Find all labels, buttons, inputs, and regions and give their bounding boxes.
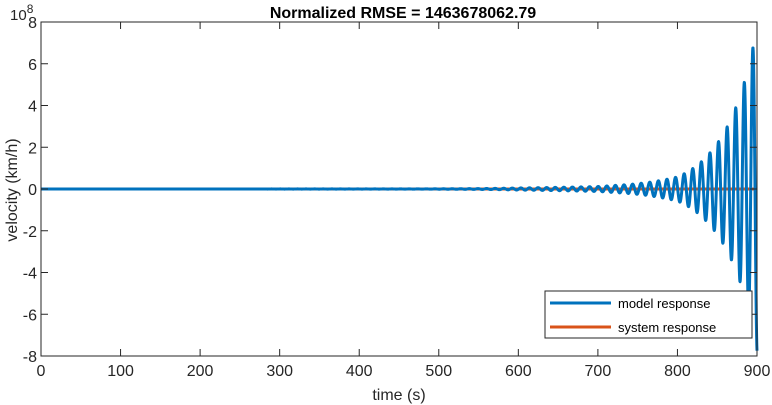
y-exponent-power: 8 [27,2,34,16]
x-tick-label: 0 [37,363,46,380]
y-tick-label: 0 [28,182,37,199]
y-tick-label: -4 [23,266,37,283]
legend-label-system: system response [618,320,716,335]
y-tick-label: -8 [23,349,37,366]
y-exponent-label: 108 [10,2,34,24]
legend: model response system response [544,290,753,339]
x-tick-label: 600 [505,363,532,380]
x-tick-label: 400 [346,363,373,380]
x-tick-labels: 0 100 200 300 400 500 600 700 800 900 [37,363,771,380]
tick-marks [40,21,758,357]
y-tick-label: 8 [28,15,37,32]
x-tick-label: 900 [744,363,771,380]
x-tick-label: 800 [664,363,691,380]
x-tick-label: 700 [585,363,612,380]
chart-title: Normalized RMSE = 1463678062.79 [270,5,536,22]
y-tick-label: -6 [23,307,37,324]
y-tick-label: 2 [28,140,37,157]
y-axis-label: velocity (km/h) [4,138,21,241]
x-tick-label: 300 [266,363,293,380]
legend-label-model: model response [618,296,711,311]
y-tick-label: 4 [28,99,37,116]
x-tick-label: 100 [107,363,134,380]
x-tick-label: 500 [425,363,452,380]
series-line-model-response [39,46,759,351]
series-layer [39,46,759,351]
y-tick-labels: -8 -6 -4 -2 0 2 4 6 8 [23,15,37,366]
y-tick-label: -2 [23,224,37,241]
svg-text:108: 108 [10,2,34,24]
x-tick-label: 200 [187,363,214,380]
legend-box [544,290,753,339]
x-axis-label: time (s) [372,387,425,404]
y-exponent-base: 10 [10,7,27,24]
y-tick-label: 6 [28,57,37,74]
